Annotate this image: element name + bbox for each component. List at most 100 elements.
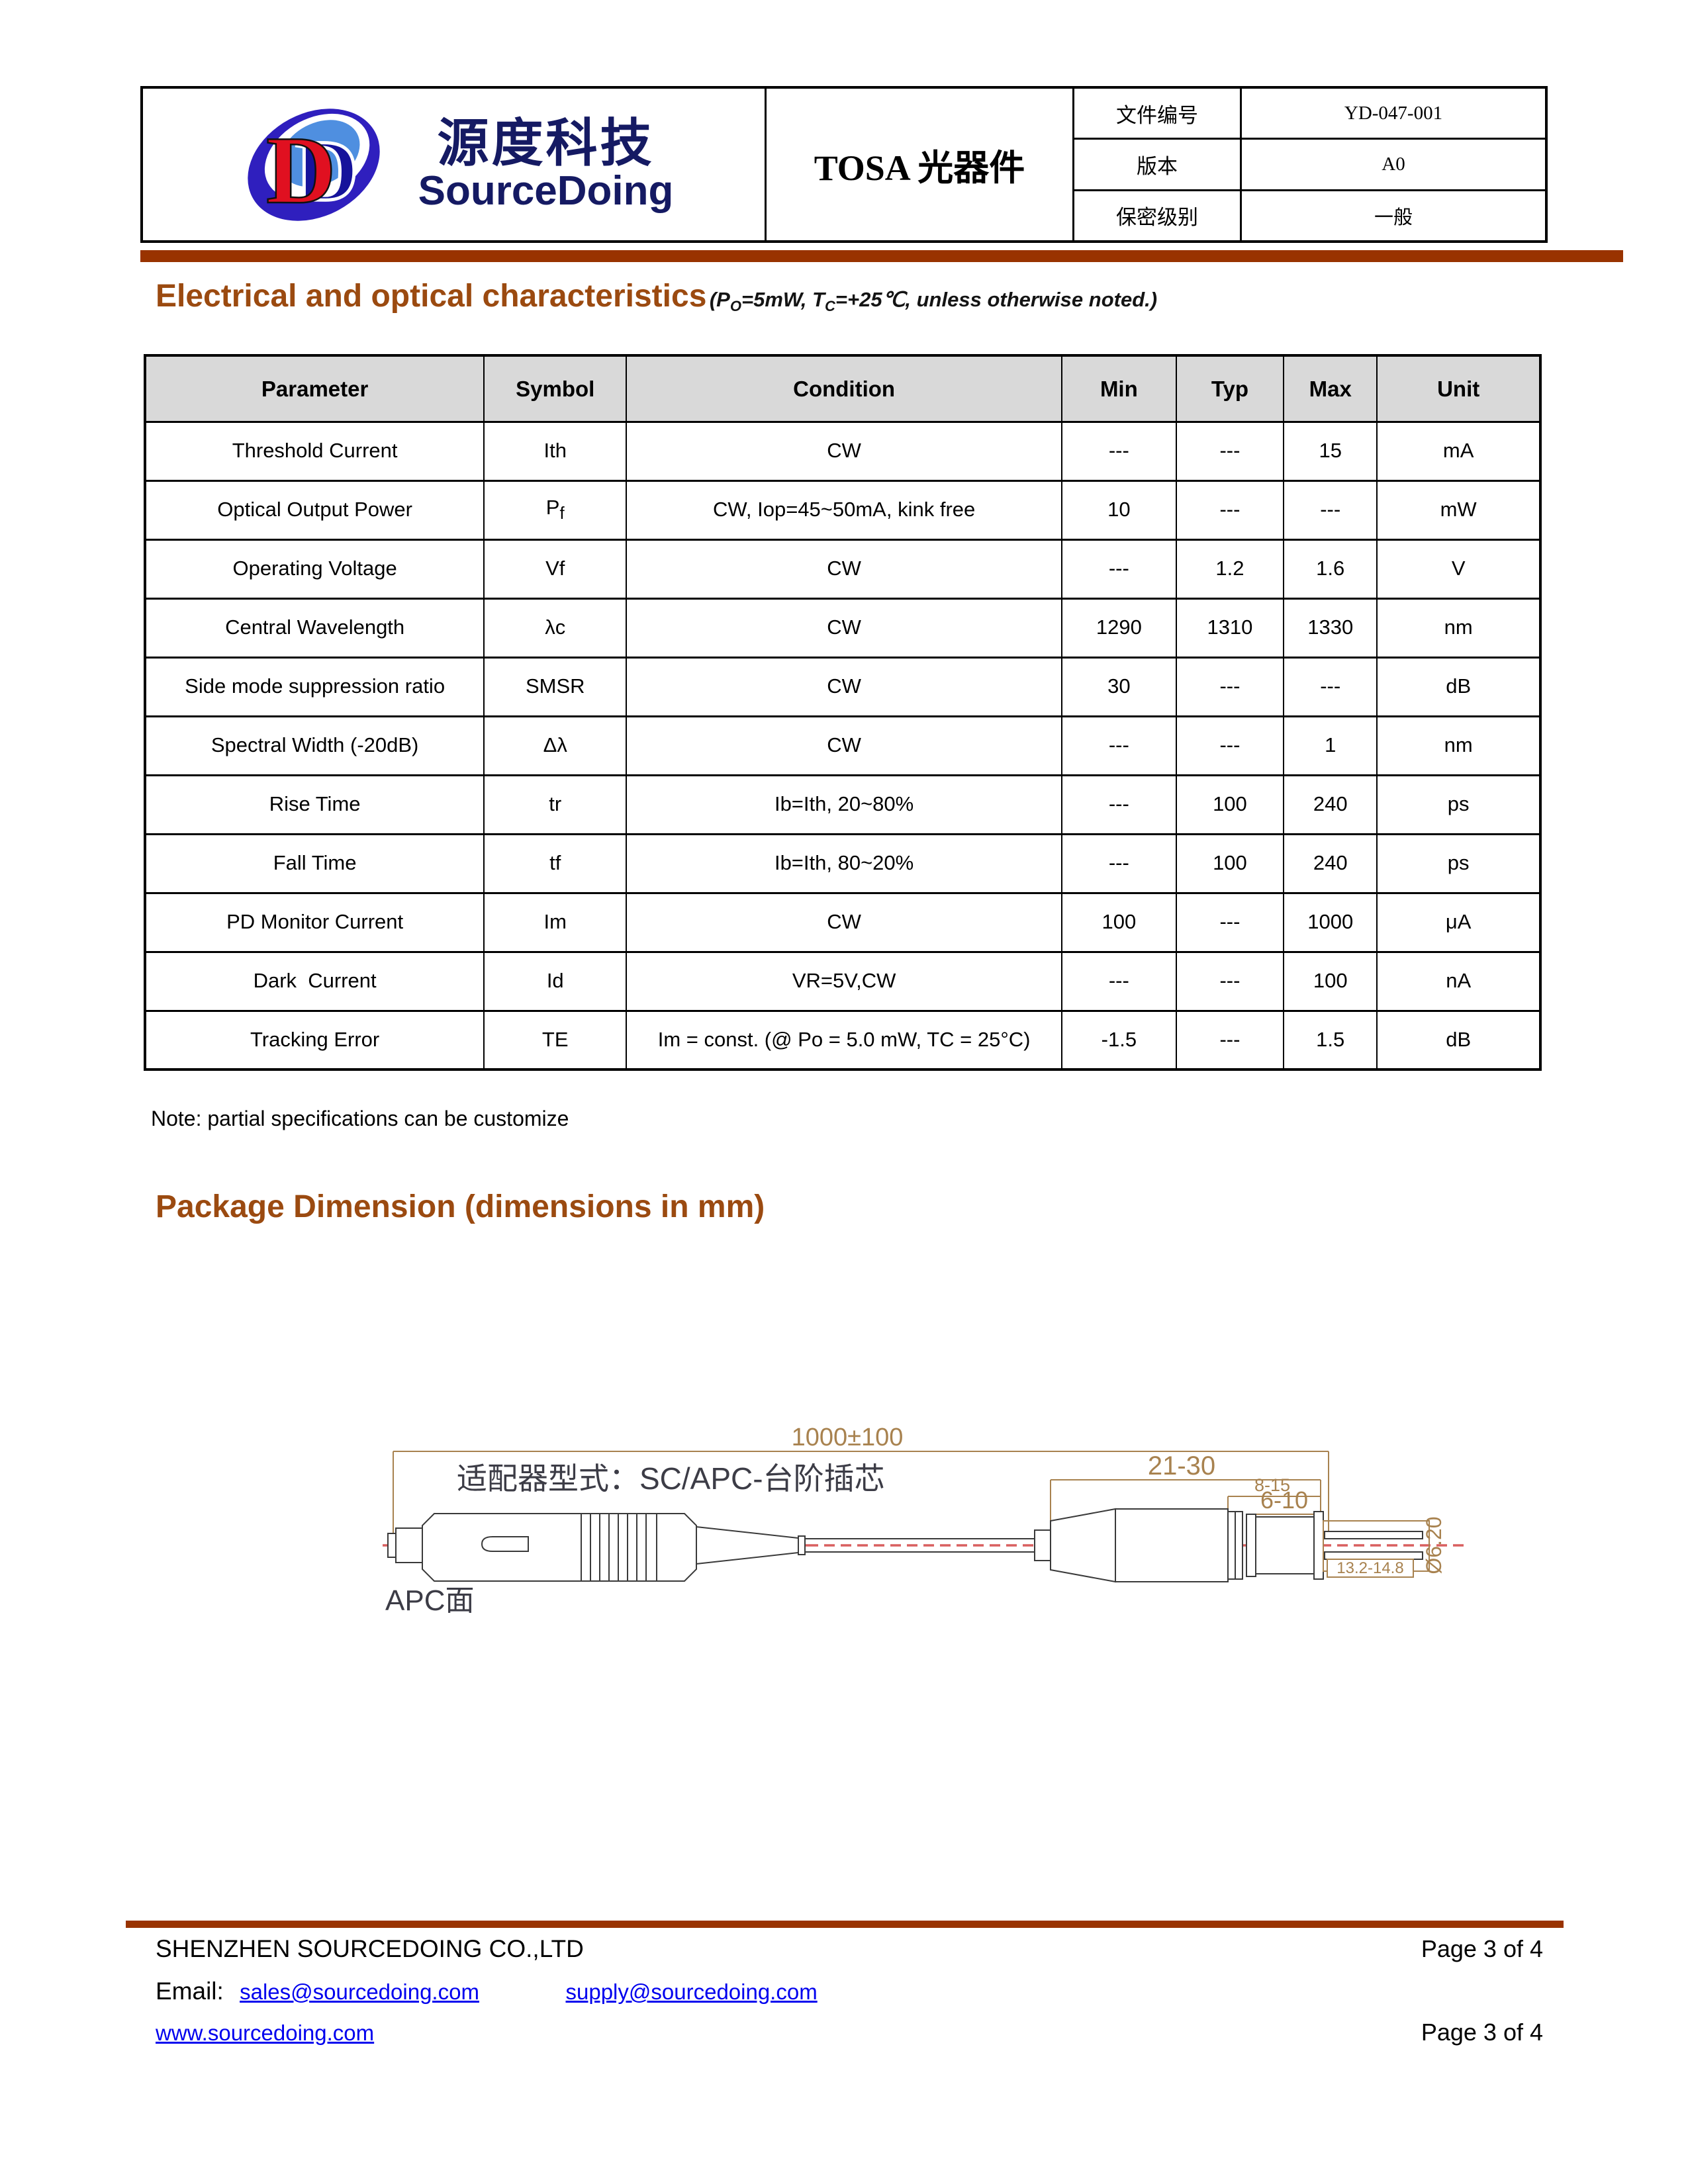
apc-face-label: APC面 [385, 1584, 474, 1617]
spec-table-cell: 1290 [1060, 597, 1177, 659]
spec-table-row: Threshold Current Ith CW --- --- 15 mA [144, 420, 1541, 482]
spec-table-row: Dark Current Id VR=5V,CW --- --- 100 nA [144, 950, 1541, 1012]
spec-table-cell: ps [1376, 774, 1541, 835]
dimension-tosa-label: 21-30 [1148, 1451, 1215, 1480]
spec-table-cell: --- [1283, 656, 1378, 717]
document-title: TOSA 光器件 [767, 89, 1074, 240]
company-logo: D D 源度科技 SourceDoing [143, 89, 767, 240]
email-row: Email: sales@sourcedoing.com supply@sour… [156, 1978, 818, 2005]
spec-table-cell: 100 [1175, 833, 1285, 894]
sourcedoing-logo-icon: D D [247, 108, 380, 224]
footer-line-website: www.sourcedoing.com Page 3 of 4 [156, 2019, 1543, 2046]
spec-table-cell: λc [483, 597, 628, 659]
spec-table-cell: --- [1175, 1009, 1285, 1071]
logo-wordmark: 源度科技 SourceDoing [418, 117, 674, 212]
spec-table-cell: dB [1376, 1009, 1541, 1071]
spec-column-header: Unit [1376, 354, 1541, 423]
spec-table-cell: Optical Output Power [144, 479, 485, 541]
spec-table-cell: --- [1175, 420, 1285, 482]
section-title-package-dimension: Package Dimension (dimensions in mm) [156, 1189, 765, 1224]
spec-column-header: Typ [1175, 354, 1285, 423]
section-title-electrical: Electrical and optical characteristics (… [156, 278, 1157, 315]
dimension-6-10-label: 6-10 [1260, 1486, 1308, 1514]
spec-table-cell: CW [626, 891, 1062, 953]
spec-table-cell: --- [1175, 950, 1285, 1012]
spec-table-cell: 1 [1283, 715, 1378, 776]
spec-table-cell: CW [626, 420, 1062, 482]
page-number: Page 3 of 4 [1421, 1935, 1543, 1962]
spec-table-cell: Dark Current [144, 950, 485, 1012]
spec-table-cell: CW, Iop=45~50mA, kink free [626, 479, 1062, 541]
dimension-diameter-label: Ø6.20 [1422, 1516, 1446, 1574]
spec-table-cell: Operating Voltage [144, 538, 485, 600]
spec-table-cell: Vf [483, 538, 628, 600]
spec-table-cell: 1330 [1283, 597, 1378, 659]
tosa-body-outline [1034, 1508, 1324, 1583]
info-row-secrecy: 保密级别 一般 [1074, 191, 1545, 240]
footer-line-email: Email: sales@sourcedoing.com supply@sour… [156, 1978, 1543, 2005]
spec-table-cell: --- [1060, 950, 1177, 1012]
footer-line-company: SHENZHEN SOURCEDOING CO.,LTD Page 3 of 4 [156, 1935, 1543, 1963]
spec-table-row: Central Wavelength λc CW 1290 1310 1330 nm [144, 597, 1541, 659]
spec-table-body: Threshold Current Ith CW --- --- 15 mA Optical … [144, 420, 1541, 1071]
spec-table-cell: 1.2 [1175, 538, 1285, 600]
doc-number-value: YD-047-001 [1344, 102, 1443, 124]
sc-connector-outline [387, 1513, 1035, 1582]
secrecy-label: 保密级别 [1074, 191, 1242, 240]
spec-table-cell: 100 [1060, 891, 1177, 953]
spec-table-cell: SMSR [483, 656, 628, 717]
sales-email-link[interactable]: sales@sourcedoing.com [240, 1979, 479, 2004]
spec-column-header: Min [1060, 354, 1177, 423]
brand-name-english: SourceDoing [418, 167, 674, 214]
spec-table-cell: --- [1175, 891, 1285, 953]
company-name: SHENZHEN SOURCEDOING CO.,LTD [156, 1935, 584, 1962]
doc-number-label: 文件编号 [1074, 89, 1242, 138]
spec-table-cell: 100 [1175, 774, 1285, 835]
version-value: A0 [1382, 153, 1405, 175]
spec-table-cell: Id [483, 950, 628, 1012]
version-label: 版本 [1074, 140, 1242, 189]
spec-table-cell: CW [626, 715, 1062, 776]
spec-table-cell: dB [1376, 656, 1541, 717]
spec-table-cell: CW [626, 597, 1062, 659]
spec-table-cell: --- [1175, 715, 1285, 776]
spec-table-cell: tf [483, 833, 628, 894]
spec-table-cell: -1.5 [1060, 1009, 1177, 1071]
spec-table-cell: TE [483, 1009, 628, 1071]
website-link[interactable]: www.sourcedoing.com [156, 2021, 375, 2045]
spec-table-cell: Ib=Ith, 80~20% [626, 833, 1062, 894]
spec-table-cell: --- [1060, 420, 1177, 482]
dimension-overall-label: 1000±100 [792, 1424, 904, 1451]
secrecy-value: 一般 [1374, 206, 1413, 228]
spec-table-cell: --- [1060, 715, 1177, 776]
spec-table-row: Optical Output Power Pf CW, Iop=45~50mA, k… [144, 479, 1541, 541]
spec-table-cell: V [1376, 538, 1541, 600]
spec-table-cell: ps [1376, 833, 1541, 894]
spec-table-cell: Rise Time [144, 774, 485, 835]
spec-table-cell: --- [1175, 656, 1285, 717]
spec-table-row: Spectral Width (-20dB) Δλ CW --- --- 1 nm [144, 715, 1541, 776]
spec-table-cell: Ib=Ith, 20~80% [626, 774, 1062, 835]
spec-table-cell: 10 [1060, 479, 1177, 541]
spec-column-header: Symbol [483, 354, 628, 423]
spec-table-cell: 1000 [1283, 891, 1378, 953]
spec-column-header: Parameter [144, 354, 485, 423]
spec-table-cell: 30 [1060, 656, 1177, 717]
spec-table-cell: Tracking Error [144, 1009, 485, 1071]
logo-letter-d1: D [266, 116, 336, 224]
spec-table-cell: mA [1376, 420, 1541, 482]
spec-table-cell: Δλ [483, 715, 628, 776]
spec-table-cell: CW [626, 656, 1062, 717]
spec-table-cell: mW [1376, 479, 1541, 541]
spec-table-row: Tracking Error TE Im = const. (@ Po = 5.0 … [144, 1009, 1541, 1071]
document-info-table: 文件编号 YD-047-001 版本 A0 保密级别 一般 [1074, 89, 1545, 240]
info-row-doc-number: 文件编号 YD-047-001 [1074, 89, 1545, 140]
spec-table-cell: 1.5 [1283, 1009, 1378, 1071]
spec-table-cell: Ith [483, 420, 628, 482]
spec-table-cell: tr [483, 774, 628, 835]
supply-email-link[interactable]: supply@sourcedoing.com [565, 1979, 818, 2004]
spec-table-cell: 240 [1283, 833, 1378, 894]
spec-table-cell: Im = const. (@ Po = 5.0 mW, TC = 25°C) [626, 1009, 1062, 1071]
header-divider-bar [140, 250, 1623, 262]
